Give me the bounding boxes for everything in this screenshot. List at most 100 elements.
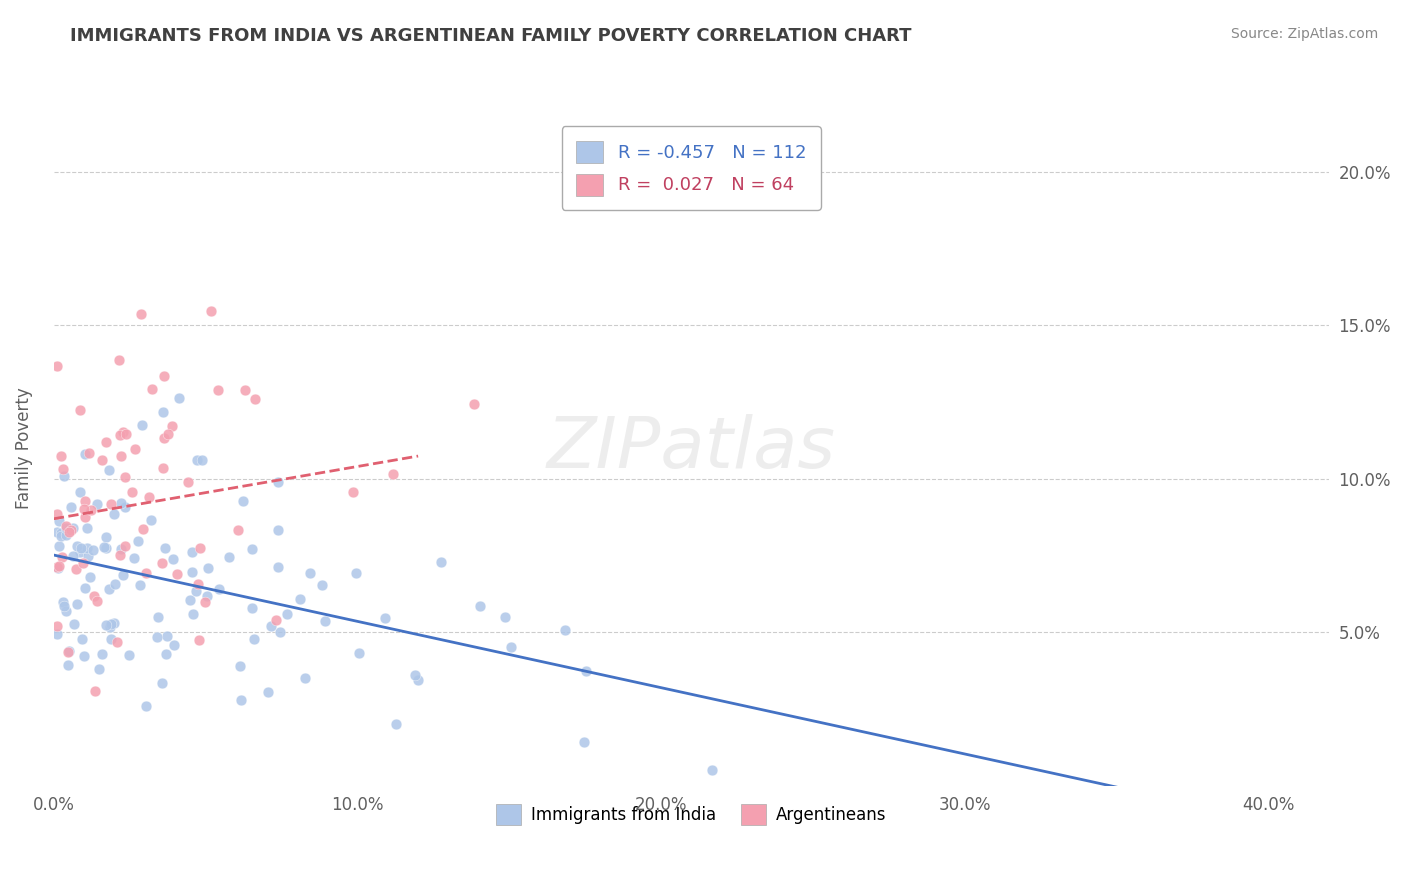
Argentineans	[73, 502, 96, 516]
Immigrants from India	[374, 611, 396, 625]
Immigrants from India	[60, 500, 83, 515]
Immigrants from India	[58, 644, 80, 658]
Text: ZIPatlas: ZIPatlas	[547, 414, 835, 483]
Immigrants from India	[70, 632, 93, 646]
Argentineans	[83, 590, 105, 604]
Argentineans	[45, 507, 67, 521]
Immigrants from India	[240, 601, 263, 615]
Argentineans	[58, 524, 80, 539]
Immigrants from India	[240, 541, 263, 556]
Argentineans	[381, 467, 404, 481]
Argentineans	[86, 594, 108, 608]
Argentineans	[60, 524, 83, 538]
Immigrants from India	[242, 632, 264, 647]
Immigrants from India	[131, 417, 153, 432]
Argentineans	[152, 461, 174, 475]
Argentineans	[46, 560, 69, 574]
Immigrants from India	[103, 615, 125, 630]
Text: Source: ZipAtlas.com: Source: ZipAtlas.com	[1230, 27, 1378, 41]
Immigrants from India	[406, 673, 429, 687]
Immigrants from India	[112, 567, 135, 582]
Argentineans	[52, 462, 75, 476]
Y-axis label: Family Poverty: Family Poverty	[15, 387, 32, 509]
Immigrants from India	[49, 525, 72, 540]
Argentineans	[200, 304, 222, 318]
Immigrants from India	[208, 582, 231, 597]
Argentineans	[342, 485, 364, 500]
Argentineans	[194, 595, 217, 609]
Argentineans	[135, 566, 157, 581]
Immigrants from India	[82, 543, 104, 558]
Argentineans	[157, 426, 180, 441]
Immigrants from India	[103, 507, 125, 521]
Immigrants from India	[69, 541, 91, 555]
Immigrants from India	[96, 541, 118, 555]
Immigrants from India	[430, 555, 453, 569]
Immigrants from India	[89, 662, 111, 676]
Immigrants from India	[122, 550, 145, 565]
Argentineans	[138, 490, 160, 504]
Argentineans	[121, 484, 143, 499]
Immigrants from India	[104, 577, 127, 591]
Argentineans	[188, 541, 211, 556]
Immigrants from India	[100, 617, 122, 632]
Argentineans	[160, 418, 183, 433]
Immigrants from India	[156, 628, 179, 642]
Immigrants from India	[69, 544, 91, 558]
Immigrants from India	[384, 717, 406, 731]
Immigrants from India	[94, 531, 117, 545]
Argentineans	[176, 475, 198, 490]
Argentineans	[75, 509, 97, 524]
Immigrants from India	[191, 453, 214, 467]
Text: IMMIGRANTS FROM INDIA VS ARGENTINEAN FAMILY POVERTY CORRELATION CHART: IMMIGRANTS FROM INDIA VS ARGENTINEAN FAM…	[70, 27, 912, 45]
Immigrants from India	[218, 549, 240, 564]
Immigrants from India	[46, 561, 69, 575]
Immigrants from India	[128, 533, 150, 548]
Argentineans	[115, 427, 138, 442]
Immigrants from India	[267, 524, 290, 538]
Argentineans	[83, 683, 105, 698]
Immigrants from India	[404, 668, 426, 682]
Argentineans	[131, 522, 153, 536]
Immigrants from India	[48, 514, 70, 528]
Immigrants from India	[229, 692, 252, 706]
Argentineans	[69, 403, 91, 417]
Immigrants from India	[163, 638, 186, 652]
Immigrants from India	[66, 597, 89, 611]
Argentineans	[110, 548, 132, 562]
Argentineans	[129, 307, 152, 321]
Immigrants from India	[76, 549, 98, 564]
Argentineans	[187, 632, 209, 647]
Immigrants from India	[155, 647, 177, 661]
Argentineans	[108, 353, 131, 368]
Immigrants from India	[76, 521, 98, 535]
Immigrants from India	[167, 391, 190, 405]
Immigrants from India	[288, 592, 311, 607]
Argentineans	[79, 446, 101, 460]
Legend: Immigrants from India, Argentineans: Immigrants from India, Argentineans	[489, 797, 893, 831]
Immigrants from India	[69, 485, 91, 500]
Immigrants from India	[98, 620, 121, 634]
Immigrants from India	[98, 463, 121, 477]
Immigrants from India	[468, 599, 491, 613]
Immigrants from India	[73, 581, 96, 595]
Immigrants from India	[62, 617, 84, 632]
Argentineans	[166, 566, 188, 581]
Immigrants from India	[229, 659, 252, 673]
Argentineans	[46, 619, 69, 633]
Immigrants from India	[97, 582, 120, 597]
Immigrants from India	[76, 541, 98, 555]
Immigrants from India	[181, 565, 204, 579]
Immigrants from India	[62, 549, 84, 563]
Immigrants from India	[186, 453, 208, 467]
Immigrants from India	[294, 672, 316, 686]
Immigrants from India	[197, 561, 219, 575]
Immigrants from India	[135, 699, 157, 714]
Immigrants from India	[184, 583, 207, 598]
Immigrants from India	[86, 497, 108, 511]
Immigrants from India	[110, 496, 132, 510]
Immigrants from India	[53, 469, 76, 483]
Immigrants from India	[146, 610, 169, 624]
Immigrants from India	[90, 647, 112, 661]
Immigrants from India	[499, 640, 522, 654]
